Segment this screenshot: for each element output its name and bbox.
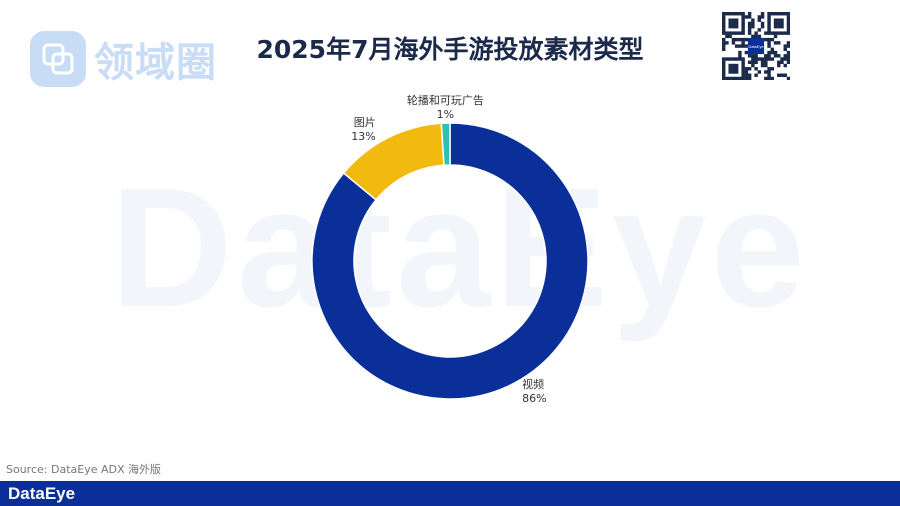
donut-slice xyxy=(311,122,589,400)
chart-title: 2025年7月海外手游投放素材类型 xyxy=(256,35,644,64)
dataeye-watermark: DataEye xyxy=(110,153,809,343)
slice-value-label: 1% xyxy=(437,108,454,121)
slice-label: 图片 xyxy=(354,116,376,129)
donut-slice xyxy=(440,122,451,166)
footer-bar xyxy=(0,481,900,506)
brand-logo: 领域圈 xyxy=(30,30,217,88)
qr-code-icon: DataEye xyxy=(722,12,791,81)
slice-value-label: 13% xyxy=(351,130,375,143)
logo-mark-icon xyxy=(30,31,86,87)
logo-text: 领域圈 xyxy=(94,40,217,86)
slice-label: 轮播和可玩广告 xyxy=(407,93,484,107)
slice-value-label: 86% xyxy=(522,392,546,405)
footer-logo: DataEye xyxy=(8,484,76,503)
qr-center-label: DataEye xyxy=(748,44,764,49)
source-note: Source: DataEye ADX 海外版 xyxy=(6,463,161,476)
slice-label: 视频 xyxy=(522,377,544,391)
